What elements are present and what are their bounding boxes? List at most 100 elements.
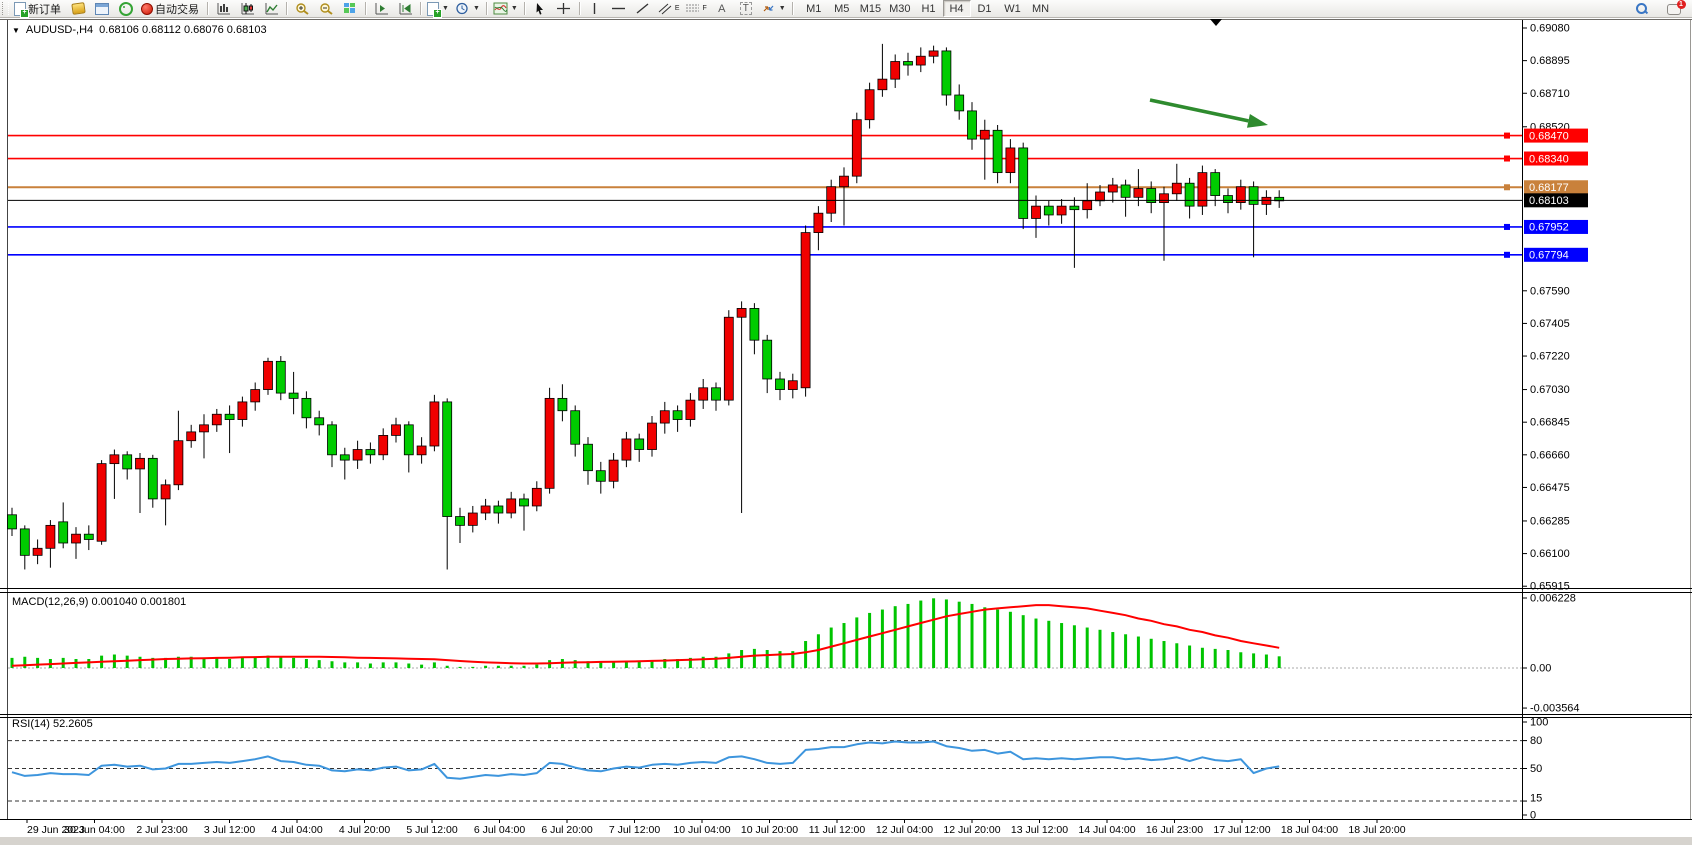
rsi-indicator-label: RSI(14) 52.2605 xyxy=(12,718,93,730)
macd-histogram-bar xyxy=(1188,645,1192,668)
line-handle[interactable] xyxy=(1504,184,1510,191)
macd-histogram-bar xyxy=(983,607,987,668)
text-label-tool-icon: T xyxy=(739,2,752,15)
timeframe-button-d1[interactable]: D1 xyxy=(977,2,992,15)
arrow-annotation-head[interactable] xyxy=(1246,114,1268,128)
macd-histogram-bar xyxy=(420,664,424,668)
zoom-out-button[interactable] xyxy=(314,0,338,17)
timeframe-button-w1[interactable]: W1 xyxy=(1004,2,1021,15)
bear-candle xyxy=(1043,205,1054,216)
bear-candle xyxy=(570,410,581,445)
bull-candle xyxy=(608,459,619,482)
line-handle[interactable] xyxy=(1504,132,1510,139)
svg-text:6 Jul 20:00: 6 Jul 20:00 xyxy=(541,824,593,836)
chart-shift-button[interactable] xyxy=(393,0,417,17)
line-handle[interactable] xyxy=(1504,155,1510,162)
indicators-button[interactable]: ▼ xyxy=(490,0,521,17)
line-chart-mode-button[interactable] xyxy=(259,0,283,17)
arrow-annotation-shaft[interactable] xyxy=(1149,98,1249,123)
svg-text:2 Jul 23:00: 2 Jul 23:00 xyxy=(136,824,188,836)
data-window-button[interactable] xyxy=(90,0,114,17)
vertical-line-icon xyxy=(594,3,596,14)
channel-tool-button[interactable]: E xyxy=(655,0,683,17)
svg-text:0.65915: 0.65915 xyxy=(1530,581,1570,593)
macd-histogram-bar xyxy=(829,627,833,668)
macd-histogram-bar xyxy=(368,663,372,668)
svg-text:11 Jul 12:00: 11 Jul 12:00 xyxy=(809,824,866,836)
svg-text:50: 50 xyxy=(1530,763,1542,775)
svg-text:0.68895: 0.68895 xyxy=(1530,55,1570,67)
timeframe-button-h4[interactable]: H4 xyxy=(942,0,971,17)
candlestick-mode-button[interactable] xyxy=(235,0,259,17)
chart-canvas[interactable]: 0.690800.688950.687100.685200.675900.674… xyxy=(0,17,1692,845)
chart-forward-icon xyxy=(375,3,388,15)
tile-windows-button[interactable] xyxy=(338,0,362,17)
trendline-tool-button[interactable] xyxy=(631,0,655,17)
notifications-button[interactable]: 1 xyxy=(1662,0,1686,17)
macd-histogram-bar xyxy=(816,634,820,668)
macd-histogram-bar xyxy=(1136,636,1140,668)
macd-histogram-bar xyxy=(432,662,436,668)
timeframe-button-m15[interactable]: M15 xyxy=(859,2,882,15)
bear-candle xyxy=(1120,184,1131,198)
search-icon xyxy=(1636,2,1649,15)
timeframe-button-m5[interactable]: M5 xyxy=(834,2,850,15)
period-button[interactable]: ▼ xyxy=(452,0,483,17)
bull-candle xyxy=(211,413,222,426)
line-handle[interactable] xyxy=(1504,223,1510,230)
macd-histogram-bar xyxy=(855,617,859,668)
horizontal-level-lines[interactable] xyxy=(8,132,1522,258)
macd-histogram-bar xyxy=(906,603,910,668)
timeframe-button-m1[interactable]: M1 xyxy=(806,2,822,15)
new-chart-button[interactable]: + ▼ xyxy=(424,0,452,18)
chart-window[interactable]: ▼ AUDUSD-,H4 0.68106 0.68112 0.68076 0.6… xyxy=(0,17,1692,845)
bull-candle xyxy=(391,424,401,436)
arrows-tool-button[interactable]: ▼ xyxy=(758,0,789,17)
arrows-tool-icon xyxy=(763,5,774,12)
hline-tool-button[interactable] xyxy=(607,0,631,17)
bull-candle xyxy=(96,463,107,542)
cursor-tool-button[interactable] xyxy=(528,0,552,17)
toolbar-separator xyxy=(365,2,366,15)
svg-text:15: 15 xyxy=(1530,793,1542,805)
svg-text:0.68103: 0.68103 xyxy=(1529,195,1569,207)
svg-text:30 Jun 04:00: 30 Jun 04:00 xyxy=(64,824,125,836)
toolbar-grip[interactable] xyxy=(2,2,9,15)
bull-candle xyxy=(839,175,849,188)
signals-button[interactable] xyxy=(114,0,138,17)
data-window-icon xyxy=(95,2,109,15)
zoom-in-button[interactable] xyxy=(290,0,314,17)
text-tool-button[interactable]: A xyxy=(710,0,734,17)
timeframe-button-mn[interactable]: MN xyxy=(1031,2,1050,15)
annotations[interactable] xyxy=(1149,19,1268,128)
line-handle[interactable] xyxy=(1504,251,1510,258)
toolbar-separator xyxy=(523,2,525,15)
bar-chart-mode-button[interactable] xyxy=(211,0,235,17)
timeframe-button-h1[interactable]: H1 xyxy=(921,2,936,15)
chart-shift-icon xyxy=(399,3,412,15)
macd-histogram-bar xyxy=(1111,632,1115,668)
text-label-tool-button[interactable]: T xyxy=(734,0,758,17)
market-watch-button[interactable] xyxy=(66,0,90,17)
macd-histogram-bar xyxy=(266,655,270,668)
chart-shift-marker[interactable] xyxy=(1210,19,1222,26)
vline-tool-button[interactable] xyxy=(583,0,607,17)
new-order-button[interactable]: + 新订单 xyxy=(11,0,66,18)
bull-candle xyxy=(416,445,427,456)
autotrading-button[interactable]: 自动交易 xyxy=(138,0,204,17)
toolbar-separator xyxy=(420,2,421,15)
timeframe-button-m30[interactable]: M30 xyxy=(889,2,911,15)
fibonacci-tool-sub: F xyxy=(702,5,707,12)
macd-histogram-bar xyxy=(612,662,616,668)
chart-menu-triangle-icon[interactable]: ▼ xyxy=(12,25,20,35)
toolbar-separator xyxy=(791,2,793,15)
bull-candle xyxy=(787,380,798,390)
candlestick-layer[interactable] xyxy=(7,43,1285,570)
svg-text:0.67590: 0.67590 xyxy=(1530,285,1570,297)
search-button[interactable] xyxy=(1630,0,1654,17)
bull-candle xyxy=(1159,193,1169,204)
fibonacci-tool-button[interactable]: F xyxy=(682,0,709,17)
crosshair-tool-button[interactable] xyxy=(552,0,576,17)
chart-forward-button[interactable] xyxy=(369,0,393,17)
macd-histogram-bar xyxy=(688,657,692,668)
